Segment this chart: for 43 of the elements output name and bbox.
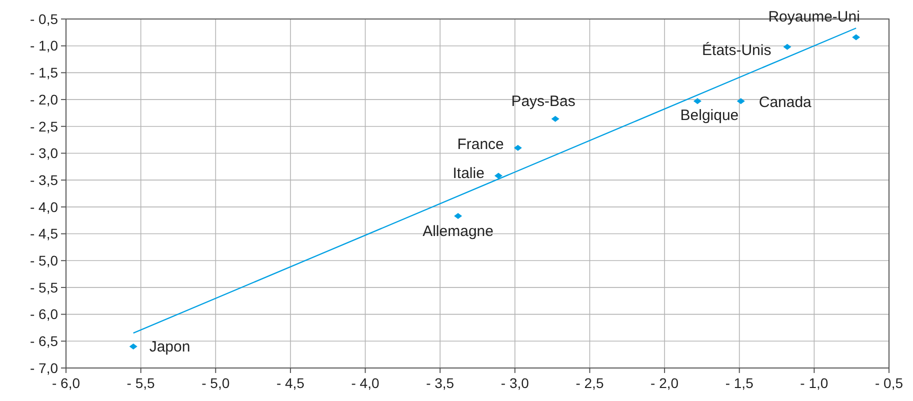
annotation: Belgique [680, 107, 739, 124]
x-tick-label: - 2,5 [576, 375, 604, 391]
x-tick-label: - 4,0 [351, 375, 380, 391]
point [514, 144, 522, 151]
y-tick-label: - 4,5 [30, 226, 58, 242]
annotation: États-Unis [702, 40, 772, 59]
y-tick-label: - 3,5 [30, 172, 58, 188]
annotation: Japon [149, 338, 190, 356]
point [693, 98, 702, 104]
annotation: France [457, 136, 504, 153]
x-tick-label: - 1,0 [800, 375, 828, 391]
point [454, 213, 462, 220]
point [783, 44, 792, 50]
annotation: Allemagne [422, 223, 494, 240]
y-tick-label: - 3,0 [30, 145, 58, 162]
y-tick-label: - 4,0 [30, 198, 58, 215]
point [551, 116, 560, 122]
x-tick-label: - 0,5 [874, 375, 904, 391]
y-tick-label: - 2,5 [30, 118, 58, 134]
x-tick-label: - 2,0 [650, 375, 679, 391]
x-tick-label: - 5,0 [202, 375, 230, 391]
x-tick-label: - 3,0 [500, 375, 530, 391]
point [852, 34, 860, 40]
x-tick-label: - 1,5 [725, 375, 754, 391]
y-tick-label: - 5,0 [30, 252, 58, 269]
x-tick-label: - 4,5 [276, 375, 305, 391]
y-tick-label: - 0,5 [30, 10, 58, 27]
annotation: Pays-Bas [511, 92, 576, 110]
y-tick-label: - 6,5 [30, 333, 58, 350]
y-tick-label: - 5,5 [30, 279, 58, 296]
x-tick-label: - 3,5 [426, 375, 454, 391]
y-tick-label: - 1,5 [30, 64, 58, 81]
y-tick-label: - 2,0 [30, 91, 58, 108]
y-tick-label: - 1,0 [30, 38, 58, 54]
point [736, 98, 745, 104]
annotation: Canada [758, 94, 812, 112]
point [494, 172, 502, 179]
annotation: Italie [452, 164, 484, 182]
x-tick-label: - 6,0 [52, 375, 80, 391]
point [129, 344, 138, 350]
y-tick-label: - 6,0 [30, 306, 58, 322]
y-tick-label: - 7,0 [30, 360, 58, 376]
x-tick-label: - 5,5 [126, 375, 156, 391]
